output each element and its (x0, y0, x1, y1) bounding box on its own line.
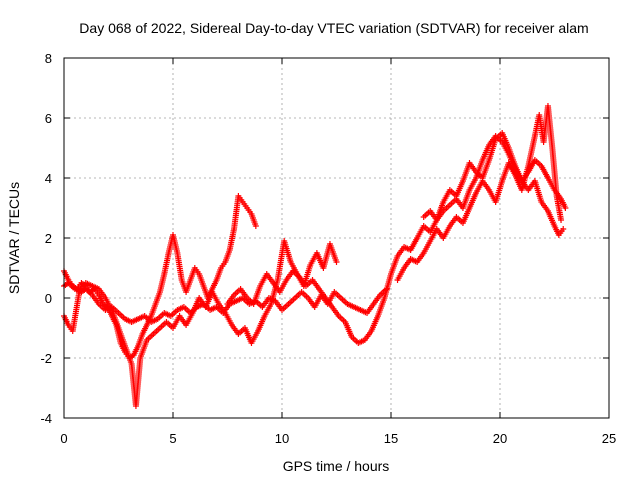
data-point (560, 226, 567, 232)
data-point (558, 217, 565, 223)
series-track-e (394, 103, 565, 283)
x-tick-label: 20 (493, 431, 507, 446)
y-tick-label: -4 (40, 411, 52, 426)
data-points (61, 103, 569, 409)
y-tick-label: 6 (45, 111, 52, 126)
x-tick-label: 25 (602, 431, 616, 446)
axis-ticks: 0 5 10 15 20 25 -4 -2 0 2 4 6 8 (40, 51, 616, 446)
x-tick-label: 15 (384, 431, 398, 446)
y-tick-label: -2 (40, 351, 52, 366)
series-track-c (61, 238, 340, 409)
x-tick-label: 10 (275, 431, 289, 446)
chart-title: Day 068 of 2022, Sidereal Day-to-day VTE… (79, 20, 588, 36)
x-tick-label: 0 (60, 431, 67, 446)
y-tick-label: 0 (45, 291, 52, 306)
y-tick-label: 8 (45, 51, 52, 66)
data-point (333, 259, 340, 265)
series-track-d (224, 133, 569, 346)
x-axis-label: GPS time / hours (283, 458, 390, 474)
grid (64, 58, 609, 418)
y-tick-label: 4 (45, 171, 52, 186)
x-tick-label: 5 (169, 431, 176, 446)
series-track-a (61, 193, 259, 361)
data-point (252, 223, 259, 229)
data-point (562, 205, 569, 211)
y-axis-label: SDTVAR / TECUs (6, 182, 22, 294)
series-track-f (420, 130, 567, 238)
y-tick-label: 2 (45, 231, 52, 246)
